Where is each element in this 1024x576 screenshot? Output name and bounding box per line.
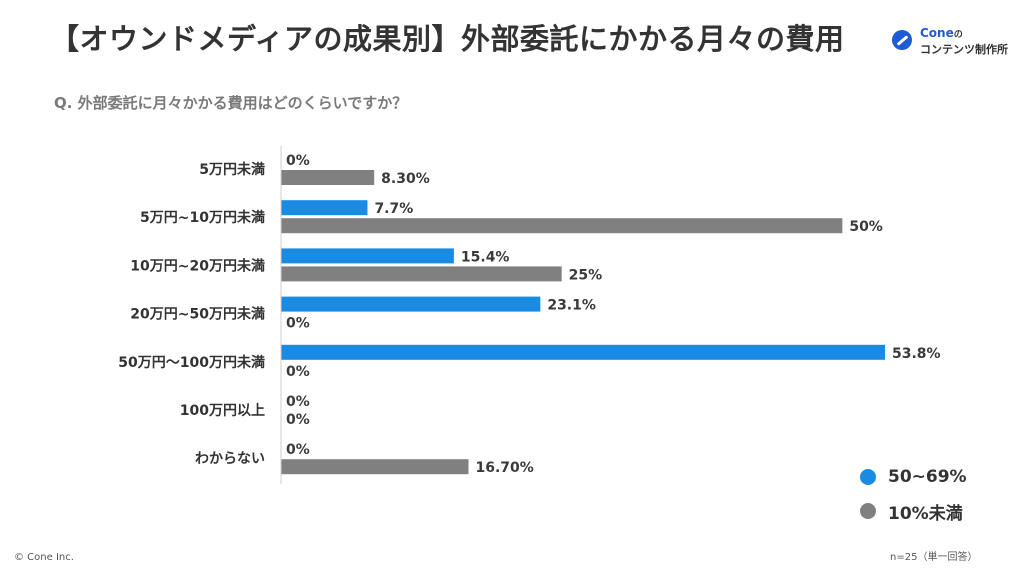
legend-item-series-2: 10%未満	[860, 500, 967, 524]
bar-series-1	[281, 200, 368, 216]
data-label: 0%	[286, 153, 310, 169]
data-label: 8.30%	[381, 171, 430, 187]
category-label: 10万円~20万円未満	[130, 257, 265, 274]
data-label: 7.7%	[374, 201, 413, 217]
data-label: 0%	[286, 442, 310, 458]
bar-series-2	[281, 459, 469, 475]
bar-series-1	[281, 344, 885, 360]
category-label: 50万円〜100万円未満	[118, 354, 265, 371]
legend-label-series-1: 50~69%	[888, 467, 967, 487]
bar-series-1	[281, 248, 454, 264]
data-label: 15.4%	[461, 249, 510, 265]
chart-title: 【オウンドメディアの成果別】外部委託にかかる月々の費用	[50, 22, 845, 56]
logo-subtitle: コンテンツ制作所	[920, 43, 1008, 56]
data-label: 53.8%	[892, 346, 941, 362]
bar-series-2	[281, 170, 375, 185]
legend-dot-gray-icon	[860, 503, 876, 519]
data-label: 25%	[569, 267, 603, 283]
chart-legend: 50~69% 10%未満	[860, 466, 967, 534]
category-label: わからない	[195, 451, 265, 467]
category-label: 20万円~50万円未満	[130, 306, 265, 323]
category-label: 5万円~10万円未満	[140, 209, 265, 226]
brand-logo: Coneの コンテンツ制作所	[890, 26, 1010, 60]
data-label: 0%	[286, 412, 310, 428]
cone-logo-icon	[892, 30, 912, 50]
legend-item-series-1: 50~69%	[860, 466, 967, 488]
sample-note: n=25（単一回答）	[890, 552, 978, 563]
category-label: 5万円未満	[199, 161, 265, 178]
bar-series-2	[281, 266, 562, 282]
logo-particle: の	[953, 30, 963, 40]
data-label: 0%	[286, 316, 310, 332]
survey-question: Q. 外部委託に月々かかる費用はどのくらいですか？	[54, 94, 408, 112]
logo-brand: Coneの	[920, 26, 963, 40]
data-label: 16.70%	[475, 460, 533, 476]
data-label: 0%	[286, 394, 310, 410]
data-label: 0%	[286, 364, 310, 380]
bar-series-2	[281, 218, 843, 234]
copyright: © Cone Inc.	[14, 552, 74, 563]
logo-brand-name: Cone	[920, 26, 954, 40]
legend-dot-blue-icon	[860, 469, 876, 485]
data-label: 50%	[849, 219, 883, 235]
category-label: 100万円以上	[180, 403, 265, 419]
bar-series-1	[281, 296, 541, 312]
legend-label-series-2: 10%未満	[888, 503, 963, 524]
data-label: 23.1%	[547, 298, 596, 314]
